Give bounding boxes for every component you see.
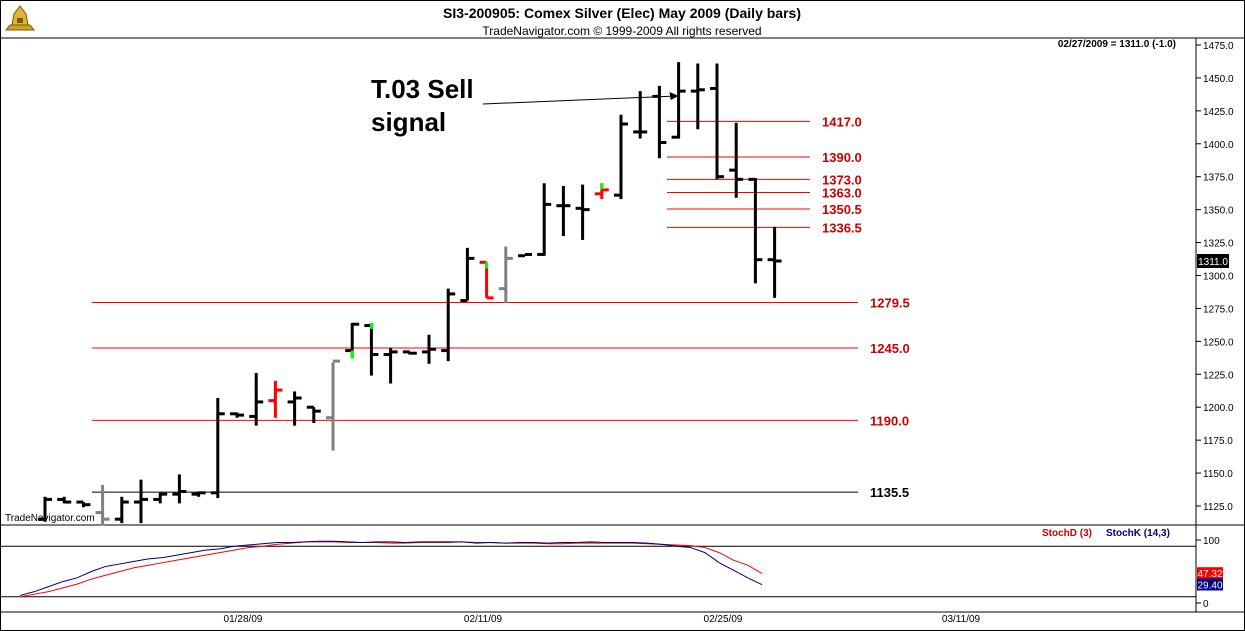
stoch-d-line [19, 541, 763, 598]
watermark: TradeNavigator.com [5, 513, 95, 524]
level-label: 1245.0 [870, 341, 910, 356]
price-axis-tick-label: 1300.0 [1203, 272, 1234, 283]
annotation-arrow [482, 95, 677, 105]
price-axis-tick-label: 1150.0 [1203, 469, 1233, 480]
stoch-d-value-label: 47.32 [1197, 569, 1222, 580]
level-label: 1363.0 [822, 186, 862, 201]
last-quote-readout: 02/27/2009 = 1311.0 (-1.0) [1058, 39, 1176, 50]
price-axis-tick-label: 1250.0 [1203, 337, 1234, 348]
level-label: 1373.0 [822, 172, 862, 187]
level-label: 1350.5 [822, 202, 862, 217]
tradenavigator-logo-icon [4, 5, 36, 31]
annotation-text-line1: T.03 Sell [371, 74, 474, 104]
price-axis-tick-label: 1350.0 [1203, 206, 1234, 217]
price-axis-tick-label: 1275.0 [1203, 304, 1234, 315]
sell-signal-annotation: T.03 Sell signal [371, 74, 679, 137]
price-axis-tick-label: 1125.0 [1203, 502, 1233, 513]
current-price-tag [1197, 254, 1229, 269]
stoch-d-legend: StochD (3) [1042, 528, 1092, 539]
level-label: 1135.5 [870, 485, 909, 500]
stoch-d-value-tag [1197, 567, 1223, 580]
stoch-axis-tick-label: 0 [1203, 599, 1209, 610]
date-axis-label: 02/11/09 [464, 614, 503, 625]
price-axis-tick-label: 1325.0 [1203, 239, 1234, 250]
stochastic-pane: StochD (3) StochK (14,3) [0, 528, 1245, 613]
level-label: 1390.0 [822, 150, 862, 165]
chart-title: SI3-200905: Comex Silver (Elec) May 2009… [443, 5, 801, 21]
stoch-k-value-label: 29.40 [1197, 580, 1222, 591]
price-axis-tick-label: 1175.0 [1203, 436, 1233, 447]
stoch-axis-tick-label: 100 [1203, 536, 1220, 547]
level-label: 1190.0 [870, 413, 909, 428]
level-label: 1279.5 [870, 296, 910, 311]
stoch-k-value-tag [1197, 578, 1223, 591]
date-axis-label: 03/11/09 [942, 614, 981, 625]
date-axis-label: 01/28/09 [224, 614, 263, 625]
price-axis-tick-label: 1450.0 [1203, 74, 1234, 85]
chart-subtitle: TradeNavigator.com © 1999-2009 All right… [482, 24, 761, 38]
annotation-text-line2: signal [371, 107, 446, 137]
stoch-k-line [19, 540, 763, 596]
price-pane: 02/27/2009 = 1311.0 (-1.0) TradeNavigato… [0, 37, 1245, 612]
price-axis-tick-label: 1225.0 [1203, 370, 1234, 381]
stoch-k-legend: StochK (14,3) [1106, 528, 1170, 539]
level-label: 1336.5 [822, 220, 862, 235]
price-axis-tick-label: 1375.0 [1203, 173, 1234, 184]
price-axis-tick-label: 1400.0 [1203, 140, 1234, 151]
current-price-label: 1311.0 [1198, 257, 1228, 268]
annotation-arrowhead [669, 92, 679, 100]
price-axis-tick-label: 1425.0 [1203, 107, 1234, 118]
price-axis-tick-label: 1200.0 [1203, 403, 1234, 414]
price-axis-tick-label: 1475.0 [1203, 41, 1234, 52]
date-axis-label: 02/25/09 [704, 614, 743, 625]
level-label: 1417.0 [822, 114, 862, 129]
